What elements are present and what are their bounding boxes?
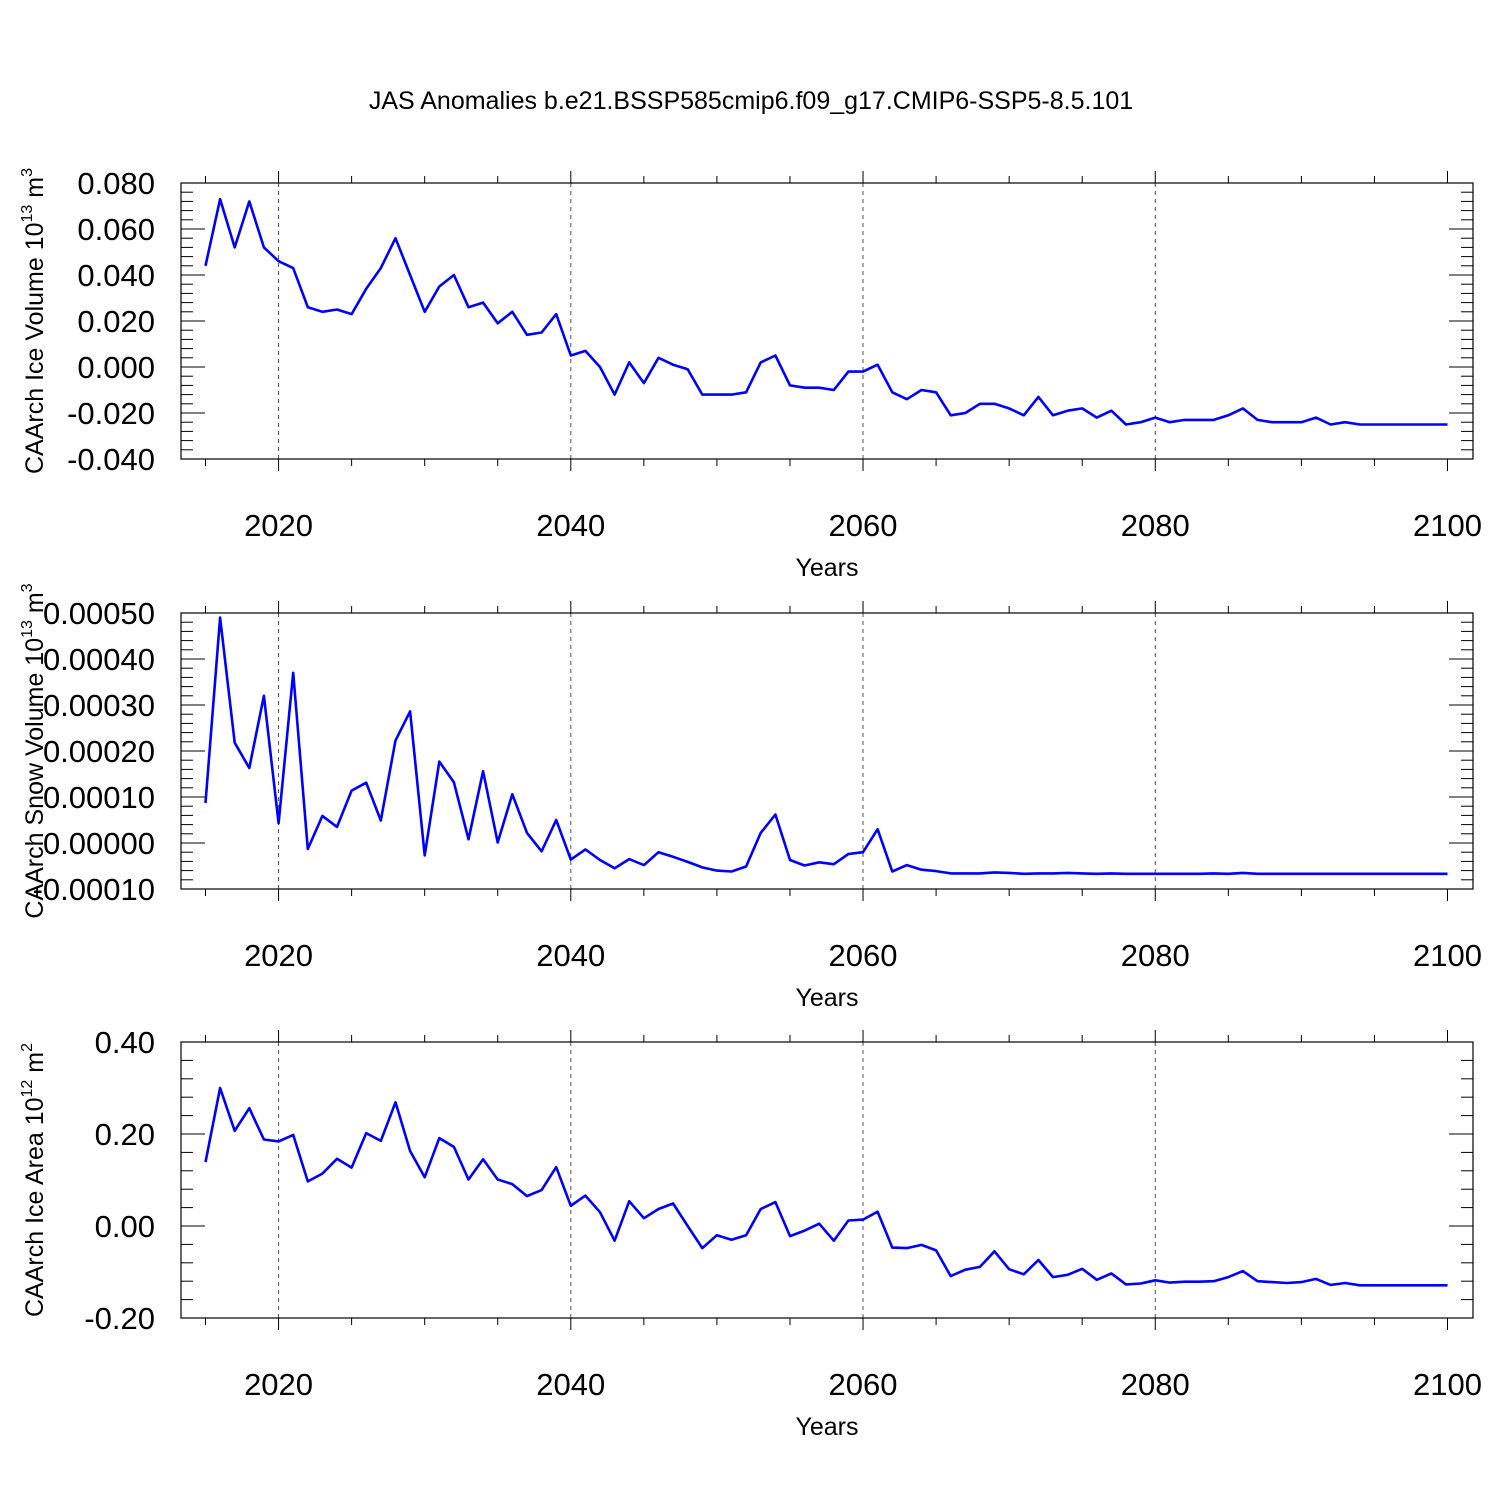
y-tick-label: 0.00020 (43, 734, 155, 769)
x-tick-label: 2060 (829, 1367, 898, 1402)
y-axis-label-exponent: 13 (19, 205, 36, 223)
plot-frame (180, 182, 1474, 460)
y-tick-label: 0.00000 (43, 826, 155, 861)
x-tick-label: 2040 (536, 1367, 605, 1402)
y-axis-label-unit: m (21, 592, 49, 620)
x-axis-label: Years (795, 1413, 858, 1441)
y-axis-label: CAArch Ice Volume 1013 m3 (19, 168, 49, 474)
y-axis-label-exponent: 12 (19, 1080, 36, 1098)
y-tick-label: 0.00 (95, 1209, 155, 1244)
y-tick-label: -0.00010 (33, 872, 155, 907)
y-tick-label: 0.020 (77, 304, 155, 339)
y-axis-label-text: CAArch Ice Area 10 (21, 1097, 49, 1317)
y-axis-label-text: CAArch Snow Volume 10 (21, 638, 49, 919)
chart-panel: 0.00050 0.00040 0.00030 0.00020 0.00010 0.000… (19, 583, 1482, 1012)
x-axis-label: Years (795, 984, 858, 1012)
y-axis-label-unit-exponent: 3 (19, 583, 36, 592)
chart-panel: 0.40 0.20 0.00 -0.20 2020 2040 2060 2080 2100 Yea… (19, 1025, 1482, 1441)
y-axis-label-unit: m (21, 177, 49, 205)
x-tick-label: 2080 (1121, 508, 1190, 543)
x-tick-label: 2100 (1413, 508, 1482, 543)
chart-panels: 0.080 0.060 0.040 0.020 0.000 -0.020 -0.040 202… (19, 166, 1482, 1441)
data-series-line (204, 616, 1448, 876)
x-tick-label: 2060 (829, 508, 898, 543)
y-tick-label: 0.20 (95, 1117, 155, 1152)
chart-title: JAS Anomalies b.e21.BSSP585cmip6.f09_g17… (369, 87, 1133, 115)
y-tick-label: 0.080 (77, 166, 155, 201)
x-tick-label: 2100 (1413, 1367, 1482, 1402)
y-tick-label: 0.00040 (43, 642, 155, 677)
y-tick-label: -0.040 (67, 442, 155, 477)
y-axis-label-unit: m (21, 1052, 49, 1080)
y-axis-label-text: CAArch Ice Volume 10 (21, 222, 49, 474)
data-series-line (204, 197, 1448, 426)
y-axis-label-unit-exponent: 2 (19, 1043, 36, 1052)
x-tick-label: 2020 (244, 1367, 313, 1402)
chart-panel: 0.080 0.060 0.040 0.020 0.000 -0.020 -0.040 202… (19, 166, 1482, 582)
y-tick-label: 0.000 (77, 350, 155, 385)
y-tick-label: 0.00010 (43, 780, 155, 815)
y-tick-label: 0.40 (95, 1025, 155, 1060)
y-tick-label: 0.00030 (43, 688, 155, 723)
x-tick-label: 2080 (1121, 1367, 1190, 1402)
y-tick-label: -0.20 (84, 1301, 155, 1336)
plot-frame (180, 1041, 1474, 1319)
x-tick-label: 2040 (536, 938, 605, 973)
y-tick-label: 0.00050 (43, 596, 155, 631)
x-tick-label: 2060 (829, 938, 898, 973)
y-tick-label: 0.060 (77, 212, 155, 247)
data-series-line (204, 1086, 1448, 1287)
x-tick-label: 2080 (1121, 938, 1190, 973)
x-tick-label: 2100 (1413, 938, 1482, 973)
y-tick-label: -0.020 (67, 396, 155, 431)
y-axis-label-exponent: 13 (19, 620, 36, 638)
y-tick-label: 0.040 (77, 258, 155, 293)
x-tick-label: 2020 (244, 508, 313, 543)
y-axis-label-unit-exponent: 3 (19, 168, 36, 177)
plot-frame (180, 612, 1474, 890)
x-axis-label: Years (795, 554, 858, 582)
y-axis-label: CAArch Ice Area 1012 m2 (19, 1043, 49, 1317)
x-tick-label: 2040 (536, 508, 605, 543)
x-tick-label: 2020 (244, 938, 313, 973)
y-axis-label: CAArch Snow Volume 1013 m3 (19, 583, 49, 918)
